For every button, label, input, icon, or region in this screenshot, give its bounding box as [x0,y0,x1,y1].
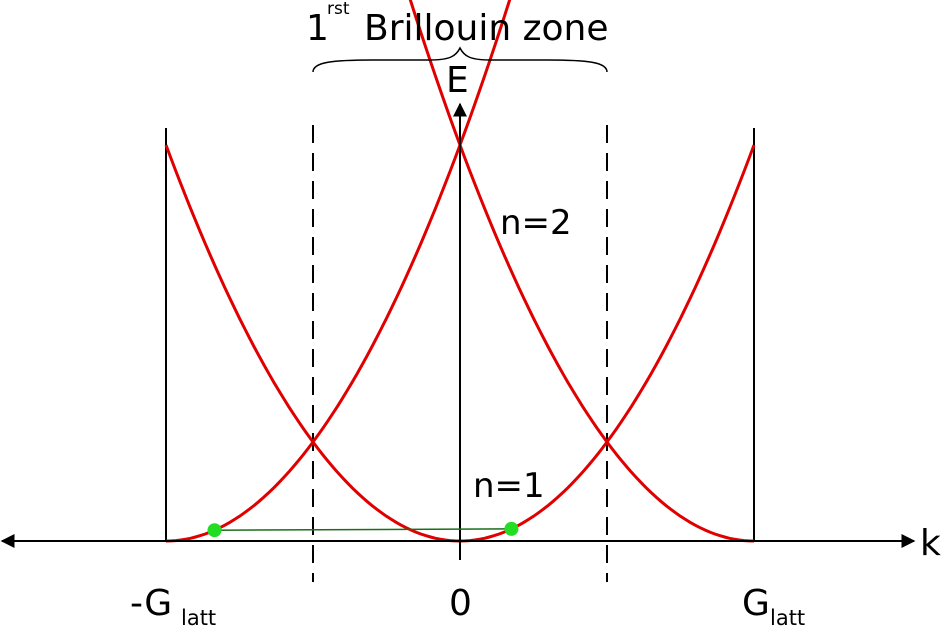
band-label-n1: n=1 [473,466,545,506]
tick-neg-g-main: -G [130,583,172,624]
state-marker-right [504,521,519,536]
state-marker-left [207,523,222,538]
title-superscript: rst [327,0,350,19]
zone-brace [312,46,608,73]
k-axis-label: k [920,523,941,564]
tick-pos-g-main: G [742,583,770,624]
tick-pos-g-sub: latt [770,606,805,627]
tick-neg-g-sub: latt [181,606,216,627]
title-text: Brillouin zone [364,8,609,49]
tick-zero: 0 [449,583,472,624]
state-link-line [214,528,512,531]
e-axis-label: E [446,60,469,101]
band-label-n2: n=2 [500,203,572,243]
title-number: 1 [306,8,329,49]
